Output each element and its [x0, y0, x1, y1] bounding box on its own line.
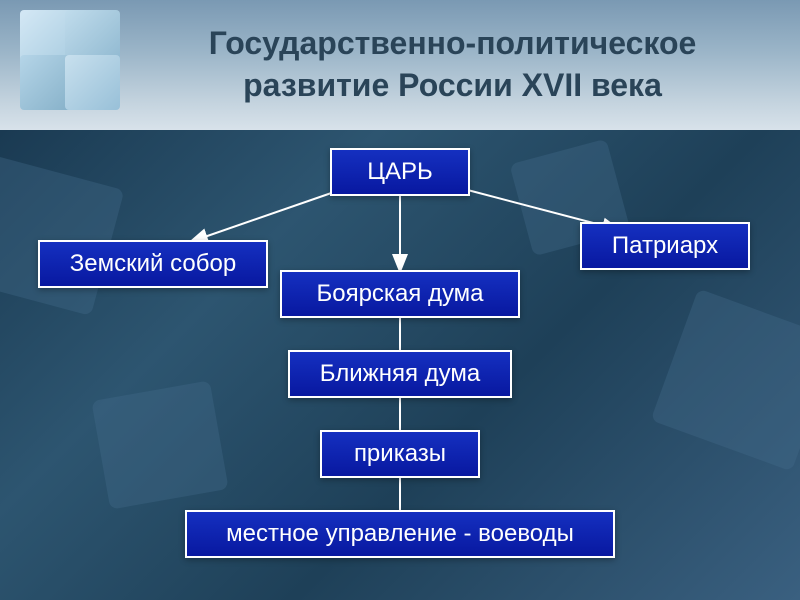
node-zemsky: Земский собор — [38, 240, 268, 288]
title-block: Государственно-политическое развитие Рос… — [135, 23, 800, 106]
bg-decoration — [0, 154, 124, 316]
bg-decoration — [651, 289, 800, 472]
node-prikazy: приказы — [320, 430, 480, 478]
node-boyar: Боярская дума — [280, 270, 520, 318]
node-patriarch: Патриарх — [580, 222, 750, 270]
node-local: местное управление - воеводы — [185, 510, 615, 558]
bg-decoration — [91, 380, 228, 509]
node-tsar: ЦАРЬ — [330, 148, 470, 196]
page-title: Государственно-политическое развитие Рос… — [135, 23, 770, 106]
puzzle-icon — [15, 5, 135, 125]
header-section: Государственно-политическое развитие Рос… — [0, 0, 800, 130]
node-blizh: Ближняя дума — [288, 350, 512, 398]
diagram-section: ЦАРЬ Земский собор Патриарх Боярская дума Бл… — [0, 130, 800, 600]
